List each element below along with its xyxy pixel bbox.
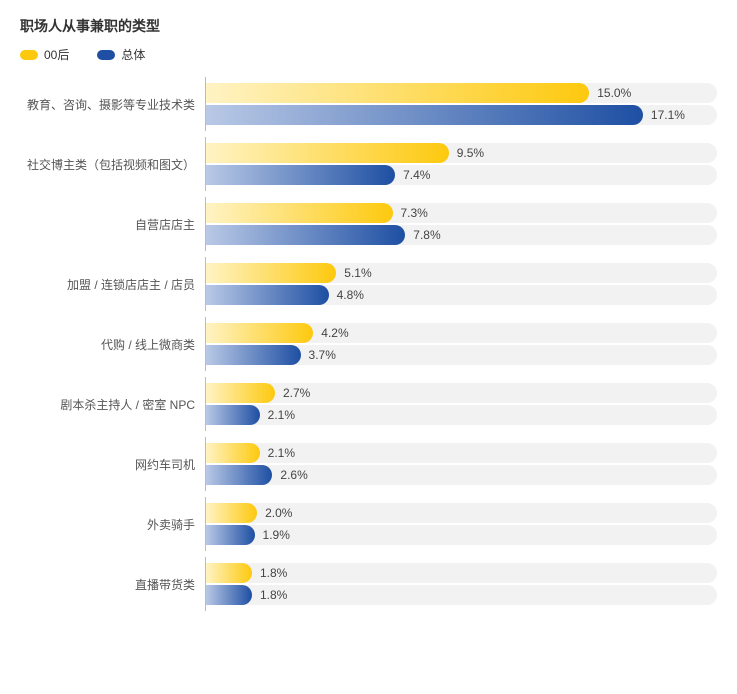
category-label: 外卖骑手 [20,516,205,533]
bar-value-label: 9.5% [457,146,484,160]
bar-track: 7.8% [206,225,717,245]
category-row: 加盟 / 连锁店店主 / 店员5.1%4.8% [20,257,717,311]
category-label: 加盟 / 连锁店店主 / 店员 [20,276,205,293]
bar-value-label: 1.8% [260,566,287,580]
bar-fill: 1.8% [206,563,252,583]
bar-group: 4.2%3.7% [205,317,717,371]
bar-track: 2.0% [206,503,717,523]
bar-fill: 9.5% [206,143,449,163]
bar-track: 4.2% [206,323,717,343]
bar-track: 1.8% [206,585,717,605]
bar-value-label: 4.8% [337,288,364,302]
bar-track: 15.0% [206,83,717,103]
legend-label: 00后 [44,46,69,63]
bar-group: 9.5%7.4% [205,137,717,191]
bar-fill: 2.7% [206,383,275,403]
bar-value-label: 7.4% [403,168,430,182]
bar-chart: 教育、咨询、摄影等专业技术类15.0%17.1%社交博主类（包括视频和图文）9.… [20,77,717,611]
bar-fill: 4.2% [206,323,313,343]
bar-fill: 15.0% [206,83,589,103]
bar-track: 9.5% [206,143,717,163]
category-row: 剧本杀主持人 / 密室 NPC2.7%2.1% [20,377,717,431]
bar-fill: 7.3% [206,203,393,223]
category-row: 直播带货类1.8%1.8% [20,557,717,611]
bar-track: 3.7% [206,345,717,365]
category-label: 剧本杀主持人 / 密室 NPC [20,396,205,413]
bar-track: 5.1% [206,263,717,283]
bar-track: 2.1% [206,443,717,463]
bar-fill: 2.6% [206,465,272,485]
bar-fill: 1.9% [206,525,255,545]
chart-legend: 00后 总体 [20,46,717,63]
category-row: 社交博主类（包括视频和图文）9.5%7.4% [20,137,717,191]
category-label: 网约车司机 [20,456,205,473]
bar-value-label: 1.8% [260,588,287,602]
bar-fill: 5.1% [206,263,336,283]
legend-label: 总体 [121,46,145,63]
bar-value-label: 1.9% [263,528,290,542]
bar-value-label: 2.6% [280,468,307,482]
bar-fill: 1.8% [206,585,252,605]
bar-value-label: 2.1% [268,408,295,422]
bar-value-label: 5.1% [344,266,371,280]
bar-value-label: 7.3% [401,206,428,220]
bar-group: 2.0%1.9% [205,497,717,551]
chart-title: 职场人从事兼职的类型 [20,16,717,36]
category-row: 自营店店主7.3%7.8% [20,197,717,251]
bar-track: 1.8% [206,563,717,583]
category-row: 教育、咨询、摄影等专业技术类15.0%17.1% [20,77,717,131]
legend-swatch [97,50,115,60]
category-row: 网约车司机2.1%2.6% [20,437,717,491]
bar-value-label: 2.7% [283,386,310,400]
bar-group: 7.3%7.8% [205,197,717,251]
bar-fill: 2.0% [206,503,257,523]
bar-track: 7.4% [206,165,717,185]
category-label: 自营店店主 [20,216,205,233]
bar-track: 17.1% [206,105,717,125]
bar-value-label: 7.8% [413,228,440,242]
category-label: 教育、咨询、摄影等专业技术类 [20,96,205,113]
category-label: 社交博主类（包括视频和图文） [20,156,205,173]
bar-group: 5.1%4.8% [205,257,717,311]
bar-value-label: 17.1% [651,108,685,122]
legend-item: 总体 [97,46,145,63]
bar-fill: 7.8% [206,225,405,245]
bar-track: 2.7% [206,383,717,403]
category-label: 代购 / 线上微商类 [20,336,205,353]
bar-fill: 2.1% [206,405,260,425]
bar-fill: 7.4% [206,165,395,185]
bar-fill: 2.1% [206,443,260,463]
bar-value-label: 2.0% [265,506,292,520]
category-row: 外卖骑手2.0%1.9% [20,497,717,551]
bar-group: 2.1%2.6% [205,437,717,491]
legend-swatch [20,50,38,60]
bar-value-label: 2.1% [268,446,295,460]
bar-track: 7.3% [206,203,717,223]
bar-group: 2.7%2.1% [205,377,717,431]
bar-group: 1.8%1.8% [205,557,717,611]
bar-track: 1.9% [206,525,717,545]
bar-value-label: 4.2% [321,326,348,340]
bar-track: 4.8% [206,285,717,305]
bar-track: 2.6% [206,465,717,485]
bar-group: 15.0%17.1% [205,77,717,131]
category-label: 直播带货类 [20,576,205,593]
bar-value-label: 15.0% [597,86,631,100]
bar-fill: 4.8% [206,285,329,305]
legend-item: 00后 [20,46,69,63]
bar-value-label: 3.7% [309,348,336,362]
bar-fill: 3.7% [206,345,301,365]
category-row: 代购 / 线上微商类4.2%3.7% [20,317,717,371]
bar-fill: 17.1% [206,105,643,125]
bar-track: 2.1% [206,405,717,425]
